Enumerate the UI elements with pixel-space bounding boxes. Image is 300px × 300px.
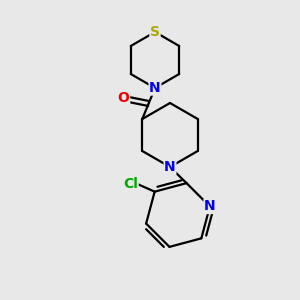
Text: O: O [118, 92, 130, 106]
Text: S: S [150, 25, 160, 39]
Text: N: N [204, 200, 216, 214]
Text: N: N [149, 81, 161, 95]
Text: Cl: Cl [123, 177, 138, 191]
Text: N: N [164, 160, 176, 174]
